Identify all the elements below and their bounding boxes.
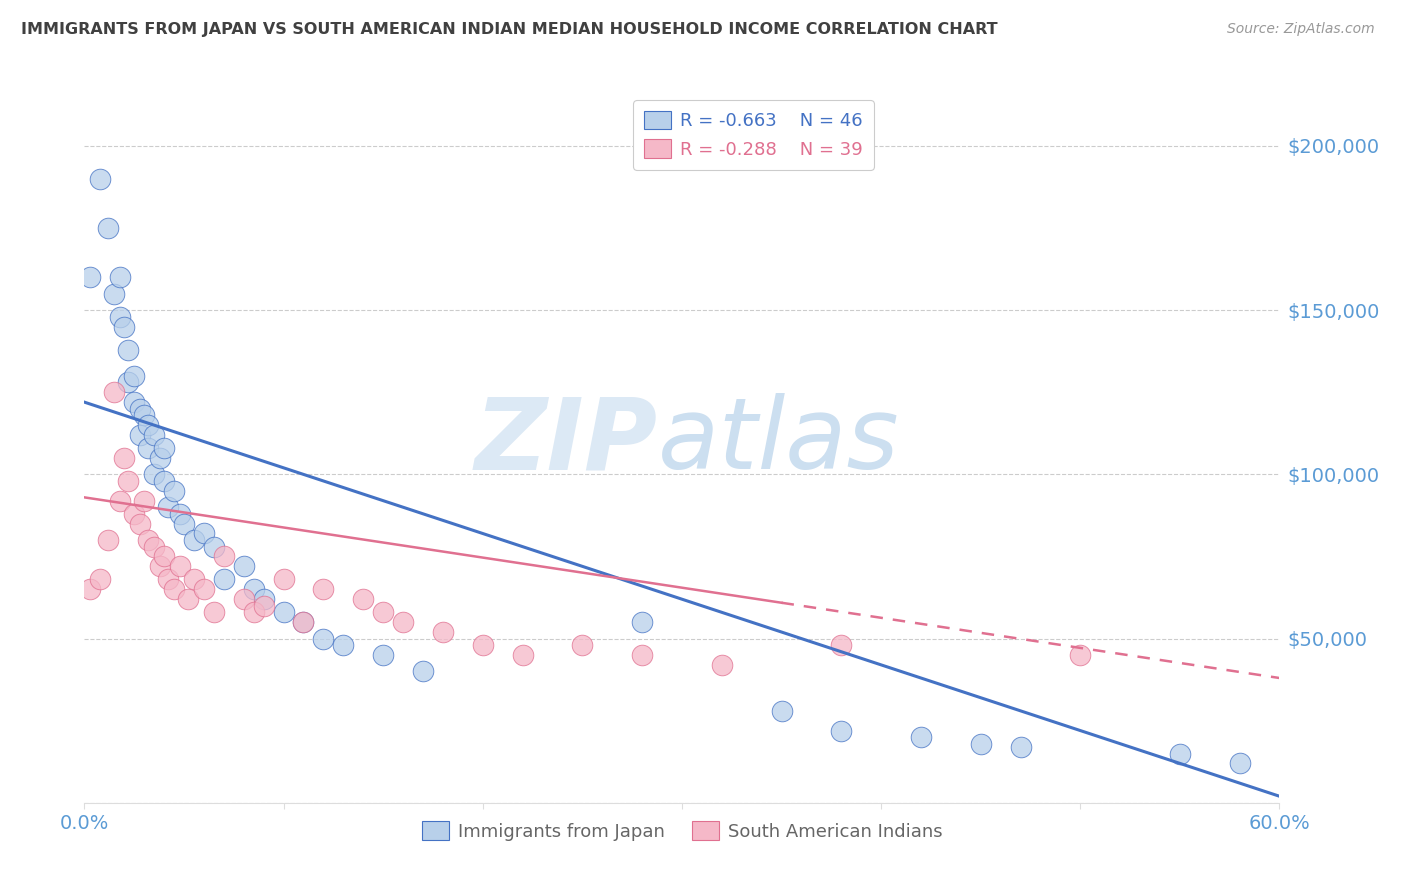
Point — [153, 441, 176, 455]
Point — [193, 582, 215, 597]
Point — [631, 615, 654, 630]
Point — [193, 526, 215, 541]
Point — [136, 418, 159, 433]
Point — [253, 599, 276, 613]
Point — [373, 648, 395, 662]
Point — [122, 395, 145, 409]
Point — [149, 450, 172, 465]
Point — [163, 483, 186, 498]
Point — [157, 500, 180, 515]
Point — [129, 428, 152, 442]
Point — [830, 638, 852, 652]
Point — [571, 638, 593, 652]
Point — [830, 723, 852, 738]
Point — [143, 540, 166, 554]
Point — [183, 573, 205, 587]
Point — [149, 559, 172, 574]
Point — [1168, 747, 1191, 761]
Point — [183, 533, 205, 547]
Point — [273, 573, 295, 587]
Point — [122, 507, 145, 521]
Point — [169, 507, 191, 521]
Legend: Immigrants from Japan, South American Indians: Immigrants from Japan, South American In… — [415, 814, 949, 848]
Point — [202, 540, 225, 554]
Point — [110, 493, 132, 508]
Point — [117, 474, 139, 488]
Point — [97, 533, 120, 547]
Point — [253, 592, 276, 607]
Point — [212, 573, 235, 587]
Point — [169, 559, 191, 574]
Point — [79, 582, 101, 597]
Point — [273, 605, 295, 619]
Point — [122, 368, 145, 383]
Point — [97, 221, 120, 235]
Point — [132, 409, 156, 423]
Point — [432, 625, 454, 640]
Point — [79, 270, 101, 285]
Point — [129, 401, 152, 416]
Point — [212, 549, 235, 564]
Point — [173, 516, 195, 531]
Text: IMMIGRANTS FROM JAPAN VS SOUTH AMERICAN INDIAN MEDIAN HOUSEHOLD INCOME CORRELATI: IMMIGRANTS FROM JAPAN VS SOUTH AMERICAN … — [21, 22, 998, 37]
Point — [103, 286, 125, 301]
Point — [392, 615, 415, 630]
Point — [143, 428, 166, 442]
Point — [110, 270, 132, 285]
Point — [136, 533, 159, 547]
Point — [631, 648, 654, 662]
Point — [292, 615, 315, 630]
Text: ZIP: ZIP — [475, 393, 658, 490]
Point — [232, 559, 254, 574]
Point — [110, 310, 132, 324]
Point — [112, 450, 135, 465]
Point — [177, 592, 200, 607]
Point — [292, 615, 315, 630]
Point — [153, 474, 176, 488]
Point — [373, 605, 395, 619]
Text: atlas: atlas — [658, 393, 900, 490]
Point — [89, 171, 111, 186]
Point — [163, 582, 186, 597]
Point — [412, 665, 434, 679]
Point — [89, 573, 111, 587]
Point — [117, 343, 139, 357]
Text: Source: ZipAtlas.com: Source: ZipAtlas.com — [1227, 22, 1375, 37]
Point — [153, 549, 176, 564]
Point — [112, 319, 135, 334]
Point — [352, 592, 374, 607]
Point — [132, 493, 156, 508]
Point — [1010, 739, 1032, 754]
Point — [242, 582, 264, 597]
Point — [1069, 648, 1091, 662]
Point — [117, 376, 139, 390]
Point — [512, 648, 534, 662]
Point — [157, 573, 180, 587]
Point — [710, 657, 733, 672]
Point — [129, 516, 152, 531]
Point — [202, 605, 225, 619]
Point — [332, 638, 354, 652]
Point — [910, 730, 932, 744]
Point — [143, 467, 166, 482]
Point — [103, 385, 125, 400]
Point — [136, 441, 159, 455]
Point — [471, 638, 494, 652]
Point — [242, 605, 264, 619]
Point — [970, 737, 993, 751]
Point — [770, 704, 793, 718]
Point — [1229, 756, 1251, 771]
Point — [232, 592, 254, 607]
Point — [312, 582, 335, 597]
Point — [312, 632, 335, 646]
